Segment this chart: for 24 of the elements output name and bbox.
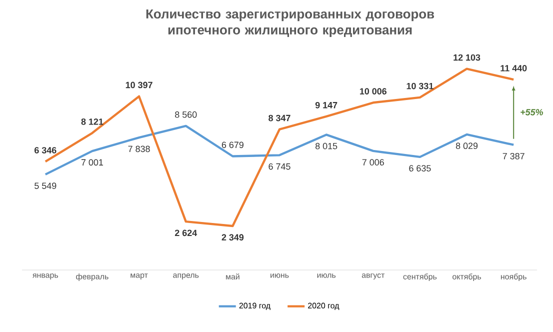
- data-label: 10 006: [360, 88, 387, 94]
- data-label: 9 147: [315, 102, 338, 108]
- data-label: 10 331: [406, 82, 434, 90]
- data-label: 6 346: [34, 147, 56, 154]
- data-label: 7 006: [362, 159, 384, 166]
- data-label: 8 121: [81, 118, 104, 125]
- data-label: 10 397: [126, 82, 152, 88]
- data-label: 8 560: [175, 111, 197, 118]
- data-label: 8 347: [268, 114, 290, 122]
- data-label: 8 029: [456, 142, 478, 150]
- data-label: 7 001: [81, 159, 103, 166]
- data-label: 11 440: [500, 65, 527, 72]
- data-label: 8 015: [315, 142, 338, 150]
- data-label: 7 838: [128, 146, 150, 152]
- data-label: 5 549: [34, 182, 56, 189]
- data-label: 2 349: [222, 234, 244, 241]
- data-label: 6 745: [268, 163, 290, 170]
- chart-title: Количество зарегистрированных договоров ипотечного жилищного кредитования: [146, 10, 434, 38]
- data-label: 6 635: [409, 165, 431, 172]
- data-label: 7 387: [502, 152, 524, 160]
- annotation: +55%: [520, 109, 544, 116]
- data-label: 6 679: [222, 142, 244, 148]
- data-label: 12 103: [454, 54, 480, 61]
- data-label: 2 624: [174, 230, 198, 236]
